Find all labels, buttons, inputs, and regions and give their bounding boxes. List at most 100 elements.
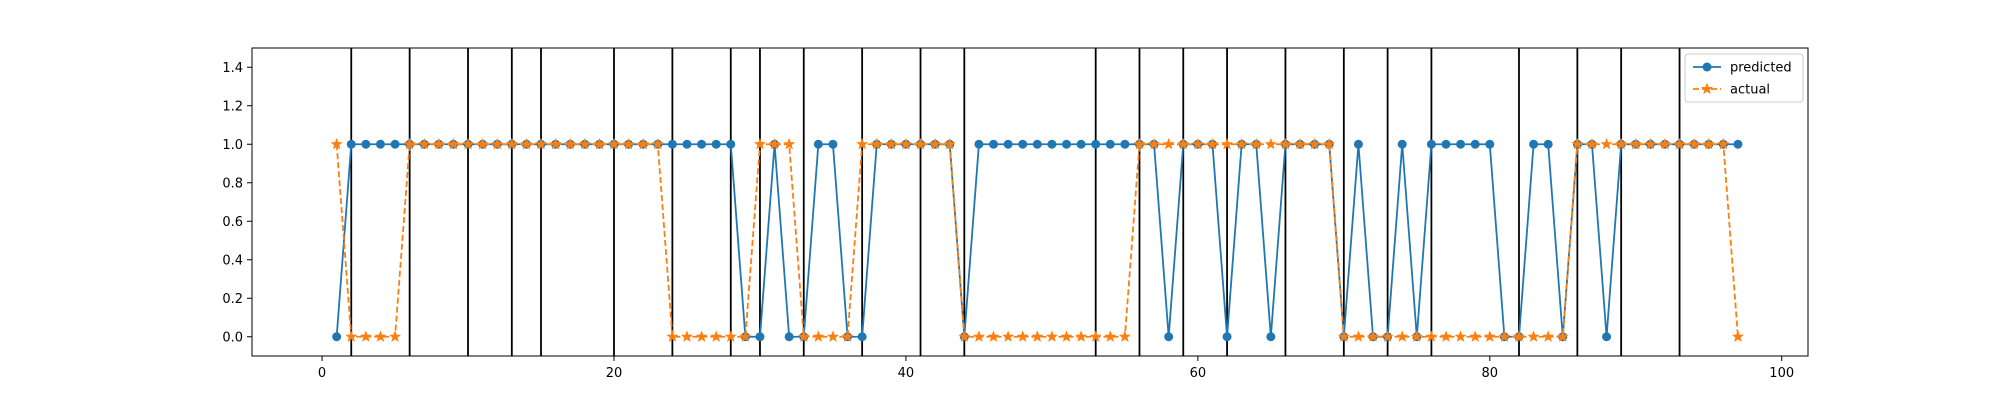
data-point xyxy=(1352,330,1365,342)
data-point xyxy=(1366,330,1380,342)
y-tick-label: 1.4 xyxy=(222,61,243,76)
data-point xyxy=(1441,139,1451,149)
data-point xyxy=(899,137,912,150)
data-point xyxy=(346,139,356,149)
data-point xyxy=(989,139,999,149)
data-point xyxy=(330,137,343,150)
legend-marker xyxy=(1700,82,1714,95)
data-point xyxy=(972,330,985,342)
data-point xyxy=(697,139,707,149)
data-point xyxy=(1206,137,1219,150)
data-point xyxy=(1397,139,1407,149)
vertical-lines-group xyxy=(350,48,1681,356)
data-point xyxy=(987,330,1000,342)
legend-marker xyxy=(1702,62,1712,72)
data-point xyxy=(491,137,504,150)
data-point xyxy=(1235,137,1248,150)
data-point xyxy=(564,137,577,150)
data-point xyxy=(1266,332,1276,342)
data-point xyxy=(1089,330,1102,342)
data-point xyxy=(841,330,854,342)
data-point xyxy=(1571,137,1584,150)
data-point xyxy=(695,330,708,342)
data-point xyxy=(432,137,445,150)
data-point xyxy=(1250,137,1263,150)
data-point xyxy=(1162,137,1175,150)
data-point xyxy=(1120,139,1130,149)
x-tick-label: 0 xyxy=(318,366,326,381)
data-point xyxy=(1470,139,1480,149)
data-point xyxy=(1118,330,1131,342)
data-point xyxy=(651,137,664,150)
data-point xyxy=(1498,330,1511,342)
data-point xyxy=(374,330,387,342)
data-point xyxy=(1615,137,1628,150)
data-point xyxy=(390,139,400,149)
data-point xyxy=(856,137,869,150)
data-point xyxy=(1104,330,1117,342)
data-point xyxy=(1396,330,1409,342)
data-point xyxy=(1177,137,1190,150)
data-point xyxy=(1222,332,1232,342)
data-point xyxy=(1527,330,1540,342)
y-tick-label: 0.8 xyxy=(222,176,243,191)
data-point xyxy=(1658,137,1671,150)
y-tick-label: 0.4 xyxy=(222,253,243,268)
legend-item: predicted xyxy=(1693,61,1792,76)
data-point xyxy=(607,137,621,150)
data-point xyxy=(1002,330,1015,342)
data-point xyxy=(375,139,385,149)
data-point xyxy=(637,137,650,150)
y-tick-label: 0.6 xyxy=(222,215,243,230)
data-point xyxy=(1191,137,1204,150)
data-point xyxy=(389,330,402,342)
data-point xyxy=(1602,332,1612,342)
data-point xyxy=(1410,330,1423,342)
x-tick-label: 60 xyxy=(1190,366,1207,381)
legend-box xyxy=(1684,53,1804,103)
y-tick-label: 0.2 xyxy=(222,292,243,307)
data-point xyxy=(1061,139,1071,149)
y-tick-label: 0.0 xyxy=(222,330,243,345)
series-group xyxy=(330,137,1744,342)
data-point xyxy=(1032,139,1042,149)
data-point xyxy=(1016,330,1029,342)
axes-group: 0 20 40 60 80 100 0.0 0.2 0.4 0.6 0.8 1.0 1.2 1.4 xyxy=(222,47,1809,381)
data-point xyxy=(447,137,460,150)
data-point xyxy=(1688,137,1701,150)
y-tick-label: 1.0 xyxy=(222,138,243,153)
data-point xyxy=(1293,137,1307,150)
plot-frame xyxy=(251,47,1809,357)
data-point xyxy=(914,137,927,150)
x-tick-label: 40 xyxy=(898,366,915,381)
data-point xyxy=(361,139,371,149)
data-point xyxy=(870,137,883,150)
data-point xyxy=(1585,137,1599,150)
data-point xyxy=(826,330,840,342)
legend: predicted actual xyxy=(1684,53,1804,103)
data-point xyxy=(1381,330,1394,342)
data-point xyxy=(682,139,692,149)
data-point xyxy=(812,330,825,342)
data-point xyxy=(345,330,358,342)
data-point xyxy=(797,330,810,342)
data-point xyxy=(1542,330,1555,342)
data-point xyxy=(711,139,721,149)
series-actual xyxy=(330,137,1744,342)
data-point xyxy=(943,137,956,150)
data-point xyxy=(1337,330,1350,342)
data-point xyxy=(1164,332,1174,342)
data-point xyxy=(1003,139,1013,149)
data-point xyxy=(622,137,635,150)
data-point xyxy=(1031,330,1044,342)
data-point xyxy=(332,332,342,342)
data-point xyxy=(784,332,794,342)
data-point xyxy=(783,137,796,150)
data-point xyxy=(1485,139,1495,149)
data-point xyxy=(1091,139,1101,149)
data-point xyxy=(1060,330,1073,342)
data-point xyxy=(1425,330,1438,342)
data-point xyxy=(1308,137,1321,150)
data-point xyxy=(885,137,898,150)
